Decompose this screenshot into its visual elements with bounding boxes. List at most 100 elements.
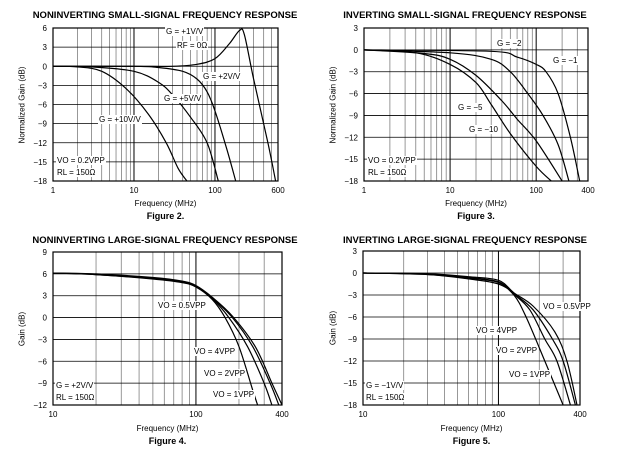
chart-title: INVERTING LARGE-SIGNAL FREQUENCY RESPONS… xyxy=(342,235,588,246)
x-tick-label: 100 xyxy=(529,186,543,195)
y-tick-label: 0 xyxy=(353,269,358,278)
y-tick-label: −9 xyxy=(38,379,48,388)
x-tick-label: 400 xyxy=(581,186,595,195)
x-tick-label: 10 xyxy=(130,186,139,195)
x-axis-label: Frequency (MHz) xyxy=(445,199,507,208)
annotation-label: G = −1V/V xyxy=(365,381,405,390)
y-tick-label: 0 xyxy=(43,314,48,323)
series-line-4 xyxy=(363,272,578,405)
figure-caption: Figure 4. xyxy=(148,436,187,446)
annotation-label: RL = 150Ω xyxy=(56,168,97,177)
figure-caption: Figure 3. xyxy=(457,211,495,221)
x-axis-label: Frequency (MHz) xyxy=(136,424,199,433)
y-axis-label: Normalized Gain (dB) xyxy=(17,66,27,143)
y-tick-label: 0 xyxy=(43,62,48,71)
annotation-label: G = +2V/V xyxy=(55,381,95,390)
y-tick-label: 3 xyxy=(43,43,48,52)
series-line-2 xyxy=(53,65,237,181)
chart-figure-2: 6 3 0 −3 −6 −9 −12 −15 −18 1 10 100 600 xyxy=(33,24,285,195)
x-tick-label: 1 xyxy=(51,186,56,195)
annotation-label: RL = 150Ω xyxy=(367,168,408,177)
series-line-4 xyxy=(53,272,282,405)
annotation-label: G = +2V/V xyxy=(202,72,242,81)
y-tick-label: −18 xyxy=(33,177,47,186)
y-tick-label: −3 xyxy=(38,81,48,90)
y-tick-label: −12 xyxy=(344,133,358,142)
chart-title: NONINVERTING LARGE-SIGNAL FREQUENCY RESP… xyxy=(32,235,298,246)
annotation-label: VO = 2VPP xyxy=(495,346,539,355)
y-tick-label: −12 xyxy=(343,357,357,366)
plot-frame xyxy=(363,27,589,182)
annotation-label: G = +10V/V xyxy=(98,115,142,124)
y-tick-label: −6 xyxy=(38,101,48,110)
chart-figure-3: 3 0 −3 −6 −9 −12 −15 −18 1 10 100 400 xyxy=(344,24,595,195)
series-line-3 xyxy=(364,49,563,181)
y-tick-label: −6 xyxy=(38,357,48,366)
y-tick-label: −3 xyxy=(349,68,359,77)
annotation-label: VO = 0.5VPP xyxy=(542,302,592,311)
annotation-label: G = +5V/V xyxy=(163,94,203,103)
y-tick-label: 3 xyxy=(43,292,48,301)
y-tick-label: −15 xyxy=(343,379,357,388)
x-tick-label: 1 xyxy=(362,186,367,195)
annotation-label: VO = 4VPP xyxy=(475,326,519,335)
annotation-label: G = −5 xyxy=(457,103,484,112)
annotation-label: VO = 0.5VPP xyxy=(157,301,207,310)
y-tick-label: −6 xyxy=(348,313,358,322)
figure-caption: Figure 5. xyxy=(452,436,491,446)
x-tick-label: 400 xyxy=(275,410,289,419)
y-tick-label: −12 xyxy=(33,139,47,148)
y-tick-label: −18 xyxy=(343,401,357,410)
y-tick-label: −9 xyxy=(348,335,358,344)
x-tick-label: 100 xyxy=(208,186,222,195)
series-line-3 xyxy=(53,65,219,181)
series-line-4 xyxy=(53,65,188,181)
annotation-label: G = −10 xyxy=(468,125,499,134)
y-tick-label: −18 xyxy=(344,177,358,186)
annotation-label: RF = 0Ω xyxy=(176,41,209,50)
annotation-label: G = −1 xyxy=(552,56,579,65)
y-tick-label: 6 xyxy=(43,270,48,279)
annotation-label: VO = 4VPP xyxy=(193,347,237,356)
x-tick-label: 10 xyxy=(359,410,368,419)
y-tick-label: −6 xyxy=(349,90,359,99)
y-axis-label: Normalized Gain (dB) xyxy=(328,66,338,143)
x-tick-label: 100 xyxy=(492,410,506,419)
y-tick-label: 3 xyxy=(354,24,359,33)
plot-frame xyxy=(362,250,581,406)
series-line-1 xyxy=(53,28,277,181)
x-tick-label: 10 xyxy=(49,410,58,419)
y-tick-label: −3 xyxy=(38,335,48,344)
annotation-label: VO = 2VPP xyxy=(203,369,247,378)
y-axis-label: Gain (dB) xyxy=(328,310,338,346)
annotation-label: G = −2 xyxy=(496,39,523,48)
y-tick-label: 9 xyxy=(43,248,48,257)
y-tick-label: −9 xyxy=(349,111,359,120)
series-line-2 xyxy=(364,49,570,181)
y-tick-label: 0 xyxy=(354,46,359,55)
y-tick-label: −15 xyxy=(33,158,47,167)
annotation-label: RL = 150Ω xyxy=(55,393,96,402)
x-axis-label: Frequency (MHz) xyxy=(134,199,197,208)
y-tick-label: 3 xyxy=(353,247,358,256)
y-tick-label: −9 xyxy=(38,120,48,129)
series-line-1 xyxy=(364,49,581,181)
annotation-label: VO = 0.2VPP xyxy=(367,156,417,165)
x-tick-label: 100 xyxy=(189,410,203,419)
y-axis-label: Gain (dB) xyxy=(17,311,27,346)
y-tick-label: −12 xyxy=(33,401,47,410)
annotation-label: VO = 1VPP xyxy=(508,370,552,379)
x-tick-label: 400 xyxy=(573,410,587,419)
y-tick-label: 6 xyxy=(43,24,48,33)
y-tick-label: −3 xyxy=(348,291,358,300)
y-tick-label: −15 xyxy=(344,155,358,164)
x-tick-label: 600 xyxy=(271,186,285,195)
x-tick-label: 10 xyxy=(446,186,455,195)
annotation-label: G = +1V/V xyxy=(165,27,205,36)
annotation-label: RL = 150Ω xyxy=(365,393,406,402)
plot-frame xyxy=(52,251,283,406)
